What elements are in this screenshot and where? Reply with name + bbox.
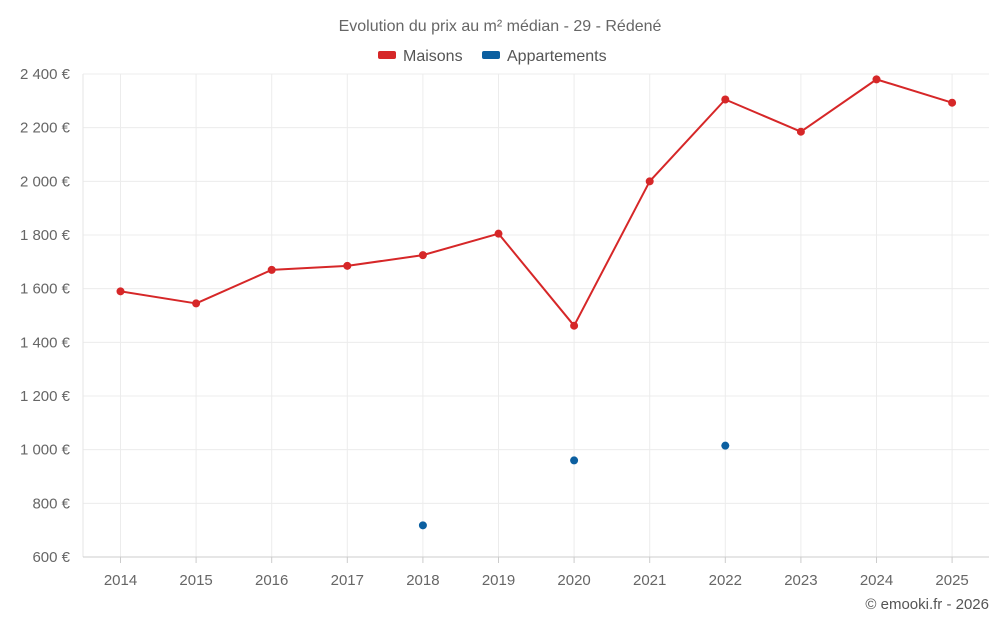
y-tick-label: 800 € (32, 495, 70, 512)
legend[interactable]: Maisons Appartements (378, 48, 607, 65)
data-point-appartements[interactable] (721, 441, 730, 450)
x-tick-label: 2016 (255, 572, 288, 589)
x-tick-label: 2019 (482, 572, 515, 589)
series-line-maisons (120, 78, 953, 327)
x-tick-label: 2014 (104, 572, 137, 589)
data-point-maisons[interactable] (116, 287, 125, 296)
y-tick-label: 1 000 € (20, 442, 71, 459)
x-tick-label: 2018 (406, 572, 439, 589)
legend-swatch-appartements (482, 51, 500, 59)
y-tick-label: 1 400 € (20, 334, 71, 351)
legend-label-maisons[interactable]: Maisons (403, 48, 463, 65)
y-tick-label: 1 800 € (20, 227, 71, 244)
x-tick-label: 2021 (633, 572, 666, 589)
data-point-maisons[interactable] (343, 261, 352, 270)
y-tick-label: 2 000 € (20, 173, 71, 190)
legend-swatch-maisons (378, 51, 396, 59)
data-point-maisons[interactable] (570, 321, 579, 330)
data-point-maisons[interactable] (796, 127, 805, 136)
data-point-appartements[interactable] (570, 456, 579, 465)
y-tick-label: 2 200 € (20, 120, 71, 137)
x-tick-label: 2025 (935, 572, 968, 589)
data-point-appartements[interactable] (418, 521, 427, 530)
series (116, 75, 957, 530)
data-point-maisons[interactable] (721, 95, 730, 104)
credit-text: © emooki.fr - 2026 (865, 596, 989, 613)
x-tick-label: 2017 (331, 572, 364, 589)
x-tick-label: 2024 (860, 572, 893, 589)
x-tick-label: 2020 (557, 572, 590, 589)
chart-title: Evolution du prix au m² médian - 29 - Ré… (339, 18, 662, 35)
data-point-maisons[interactable] (948, 98, 957, 107)
x-tick-label: 2015 (179, 572, 212, 589)
y-tick-label: 1 600 € (20, 281, 71, 298)
x-tick-label: 2023 (784, 572, 817, 589)
y-tick-label: 2 400 € (20, 66, 71, 83)
legend-label-appartements[interactable]: Appartements (507, 48, 607, 65)
data-point-maisons[interactable] (872, 75, 881, 84)
y-tick-label: 600 € (32, 549, 70, 566)
y-tick-label: 1 200 € (20, 388, 71, 405)
data-point-maisons[interactable] (267, 265, 276, 274)
x-tick-label: 2022 (709, 572, 742, 589)
axes: 600 € 800 € 1 000 € 1 200 € 1 400 € 1 600 € 1 … (20, 66, 989, 589)
data-point-maisons[interactable] (418, 251, 427, 260)
grid (83, 73, 989, 558)
data-point-maisons[interactable] (645, 177, 654, 186)
data-point-maisons[interactable] (192, 299, 201, 308)
data-point-maisons[interactable] (494, 229, 503, 238)
